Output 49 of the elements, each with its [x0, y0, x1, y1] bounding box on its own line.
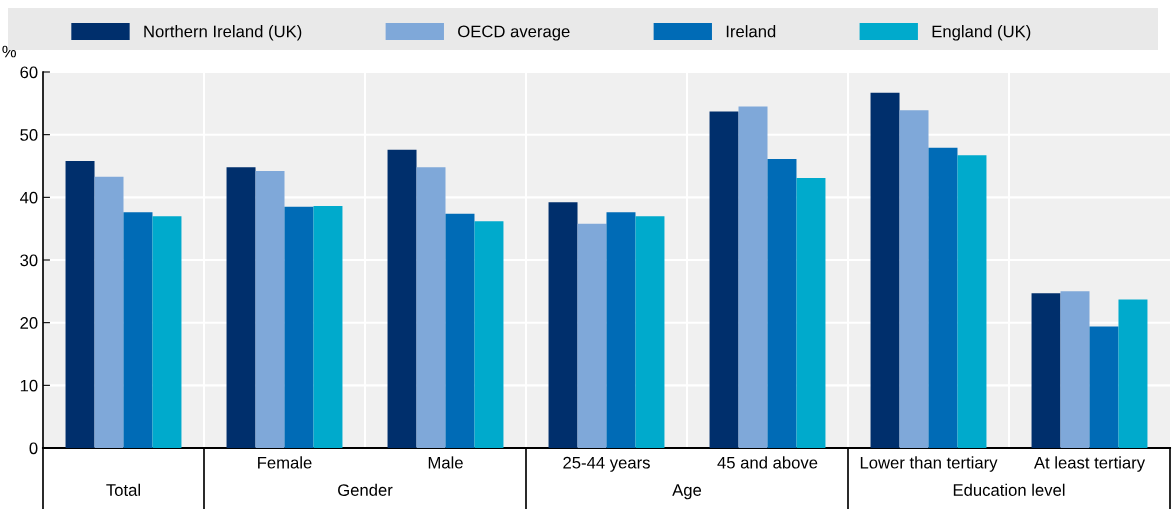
text: Gender — [338, 483, 393, 496]
bar — [1089, 326, 1119, 448]
bar — [387, 149, 417, 448]
bar — [313, 206, 343, 448]
bar — [1060, 291, 1090, 448]
legend-label: Ireland — [726, 25, 776, 38]
bar — [548, 202, 578, 448]
y-tick-label: 20 — [20, 317, 38, 329]
x-tick-label: Male — [428, 456, 463, 469]
x-tick-label: At least tertiary — [1033, 456, 1146, 472]
bar — [445, 213, 475, 448]
bar — [152, 216, 182, 448]
bar — [957, 155, 987, 448]
x-tick-label: Female — [258, 456, 312, 469]
bar — [577, 223, 607, 448]
bar — [474, 221, 504, 448]
bar — [65, 160, 95, 448]
bar — [123, 212, 153, 448]
bar — [606, 212, 636, 448]
bar — [226, 167, 256, 448]
legend-label: OECD average — [458, 25, 570, 41]
text: Age — [672, 484, 702, 500]
bar — [94, 176, 124, 448]
legend-label: Northern Ireland (UK) — [144, 25, 302, 41]
bar — [738, 106, 768, 448]
bar — [928, 147, 958, 448]
bar — [635, 216, 665, 448]
y-tick-label: 10 — [20, 379, 38, 392]
bar — [1031, 293, 1061, 448]
bar — [899, 110, 929, 448]
text: Total — [106, 483, 140, 496]
x-tick-label: 45 and above — [717, 456, 818, 469]
legend-label: England (UK) — [932, 25, 1031, 41]
bar — [709, 111, 739, 448]
bar — [255, 171, 285, 448]
text: Education level — [953, 483, 1065, 496]
bar — [284, 206, 314, 448]
y-tick-label: 0 — [29, 442, 38, 455]
bar — [767, 159, 797, 448]
bar — [796, 177, 826, 448]
x-tick-label: 25-44 years — [563, 456, 650, 472]
bar — [870, 92, 900, 448]
y-tick-label: 40 — [19, 191, 38, 204]
y-tick-label: 30 — [20, 254, 38, 267]
bar — [416, 167, 446, 448]
y-tick-label: 50 — [20, 129, 38, 141]
y-tick-label: 60 — [20, 66, 38, 79]
x-tick-label: Lower than tertiary — [860, 456, 998, 472]
bar — [1118, 299, 1148, 448]
